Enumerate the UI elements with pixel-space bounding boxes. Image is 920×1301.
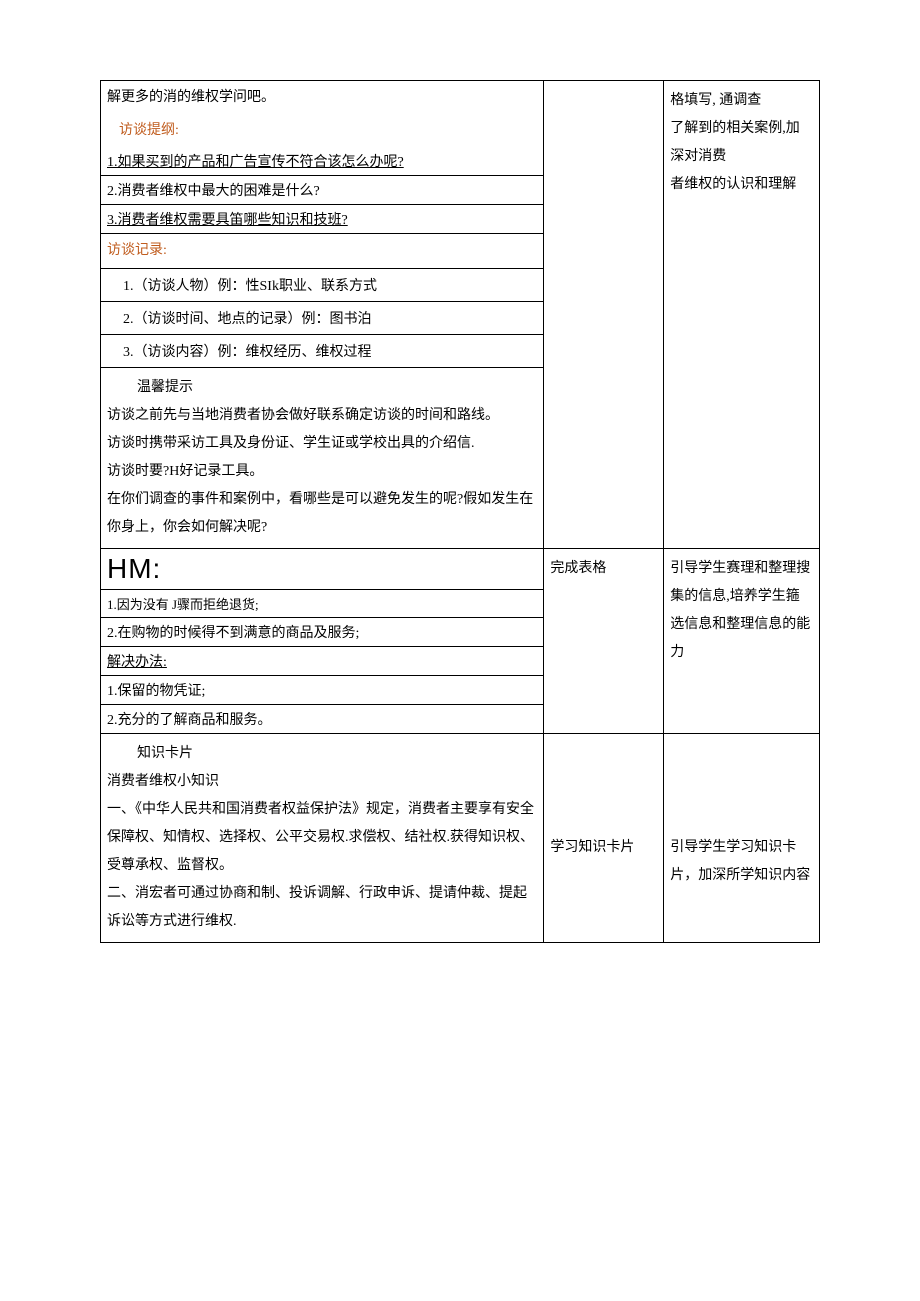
section2-content: HM: 1.因为没有 J骤而拒绝退货; 2.在购物的时候得不到满意的商品及服务;… <box>101 548 544 733</box>
hm-line: 1.因为没有 J骤而拒绝退货; <box>101 590 543 618</box>
section2-col2: 完成表格 <box>544 548 664 733</box>
col2-text: 学习知识卡片 <box>544 734 663 868</box>
section3-col3: 引导学生学习知识卡片，加深所学知识内容 <box>664 733 820 942</box>
lesson-plan-table: 解更多的消的维权学问吧。 访谈提纲: 1.如果买到的产品和广告宣传不符合该怎么办… <box>100 80 820 943</box>
hm-line: 1.保留的物凭证; <box>101 676 543 705</box>
record-list: 1.（访谈人物）例：性SIk职业、联系方式 2.（访谈时间、地点的记录）例：图书… <box>101 268 543 368</box>
tip-text: 在你们调查的事件和案例中，看哪些是可以避免发生的呢?假如发生在你身上，你会如何解… <box>107 486 537 542</box>
intro-text: 解更多的消的维权学问吧。 <box>101 81 543 114</box>
record-item: 3.（访谈内容）例：维权经历、维权过程 <box>101 334 543 368</box>
col3-text: 了解到的相关案例,加深对消费 <box>670 115 813 171</box>
section3-content: 知识卡片 消费者维权小知识 一、《中华人民共和国消费者权益保护法》规定，消费者主… <box>101 733 544 942</box>
card-p2: 二、消宏者可通过协商和制、投诉调解、行政申诉、提请仲裁、提起诉讼等方式进行维权. <box>107 880 537 936</box>
card-title: 知识卡片 <box>107 740 537 768</box>
hm-line: 2.在购物的时候得不到满意的商品及服务; <box>101 618 543 647</box>
hm-line: 2.充分的了解商品和服务。 <box>101 705 543 733</box>
card-subtitle: 消费者维权小知识 <box>107 768 537 796</box>
record-item: 2.（访谈时间、地点的记录）例：图书泊 <box>101 301 543 334</box>
card-p1: 一、《中华人民共和国消费者权益保护法》规定，消费者主要享有安全保障权、知情权、选… <box>107 796 537 880</box>
tips-block: 温馨提示 访谈之前先与当地消费者协会做好联系确定访谈的时间和路线。 访谈时携带采… <box>101 368 543 548</box>
section1-content: 解更多的消的维权学问吧。 访谈提纲: 1.如果买到的产品和广告宣传不符合该怎么办… <box>101 81 544 549</box>
record-item: 1.（访谈人物）例：性SIk职业、联系方式 <box>101 269 543 301</box>
section3-col2: 学习知识卡片 <box>544 733 664 942</box>
section1-col3: 格填写, 通调查 了解到的相关案例,加深对消费 者维权的认识和理解 <box>664 81 820 549</box>
col3-text: 引导学生赛理和整理搜集的信息,培养学生箍选信息和整理信息的能力 <box>664 549 819 673</box>
tip-text: 访谈之前先与当地消费者协会做好联系确定访谈的时间和路线。 <box>107 402 537 430</box>
col3-text: 者维权的认识和理解 <box>670 171 813 199</box>
col2-text: 完成表格 <box>544 549 663 589</box>
hm-label: HM: <box>107 553 161 584</box>
outline-q2: 2.消费者维权中最大的困难是什么? <box>101 176 543 205</box>
col3-text: 格填写, 通调查 <box>670 87 813 115</box>
tip-text: 访谈时携带采访工具及身份证、学生证或学校出具的介绍信. <box>107 430 537 458</box>
hm-solution-label: 解决办法: <box>101 647 543 676</box>
outline-label: 访谈提纲: <box>101 114 543 147</box>
record-label: 访谈记录: <box>101 234 543 267</box>
col3-text: 引导学生学习知识卡片，加深所学知识内容 <box>664 734 819 896</box>
tips-title: 温馨提示 <box>107 374 537 402</box>
outline-q1: 1.如果买到的产品和广告宣传不符合该怎么办呢? <box>101 147 543 176</box>
outline-q3: 3.消费者维权需要具笛哪些知识和技班? <box>101 205 543 234</box>
section2-col3: 引导学生赛理和整理搜集的信息,培养学生箍选信息和整理信息的能力 <box>664 548 820 733</box>
section1-col2 <box>544 81 664 549</box>
tip-text: 访谈时要?H好记录工具。 <box>107 458 537 486</box>
